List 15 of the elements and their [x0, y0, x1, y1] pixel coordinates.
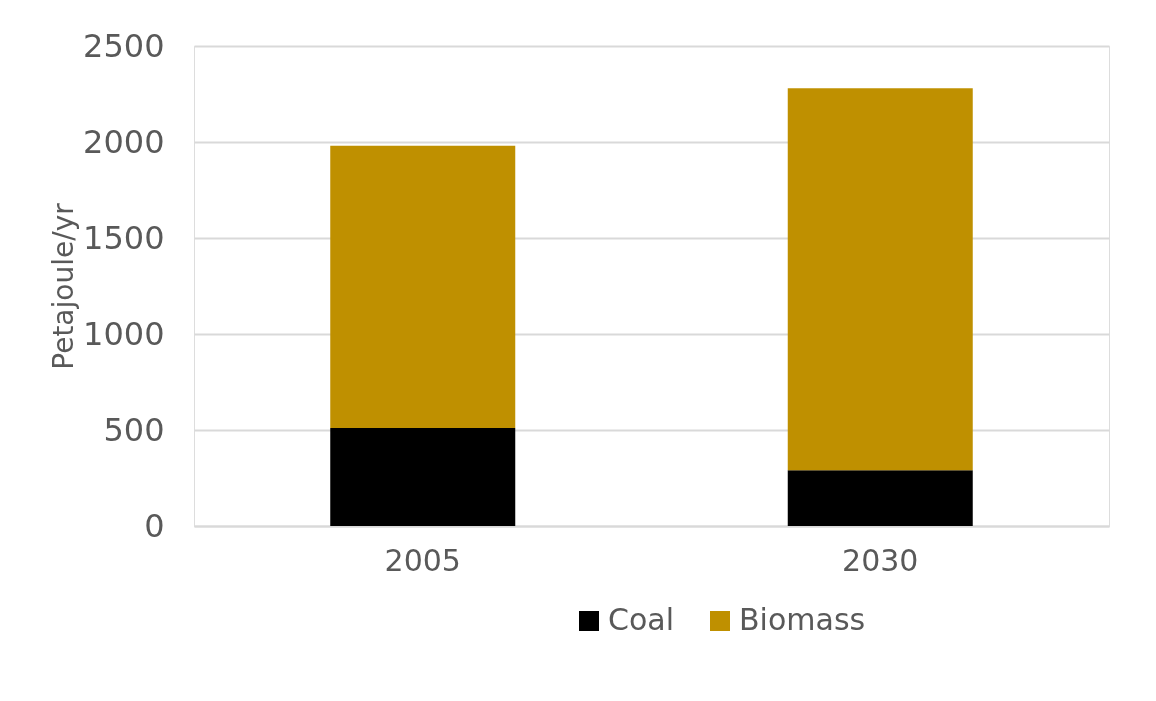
legend-label: Coal	[608, 602, 675, 637]
x-tick-label: 2005	[384, 542, 461, 578]
bar	[787, 88, 973, 471]
y-tick-label: 0	[144, 506, 165, 545]
y-tick-label: 2500	[83, 26, 165, 65]
x-tick-label: 2030	[842, 542, 919, 578]
y-tick-label: 1000	[83, 314, 165, 353]
y-axis-title: Petajoule/yr	[47, 202, 81, 370]
y-tick-label: 2000	[83, 122, 165, 161]
bar	[787, 470, 973, 526]
bar	[330, 145, 516, 429]
y-tick-label: 500	[103, 410, 165, 449]
bar	[330, 428, 516, 526]
y-tick-label: 1500	[83, 218, 165, 257]
legend-label: Biomass	[739, 602, 866, 637]
